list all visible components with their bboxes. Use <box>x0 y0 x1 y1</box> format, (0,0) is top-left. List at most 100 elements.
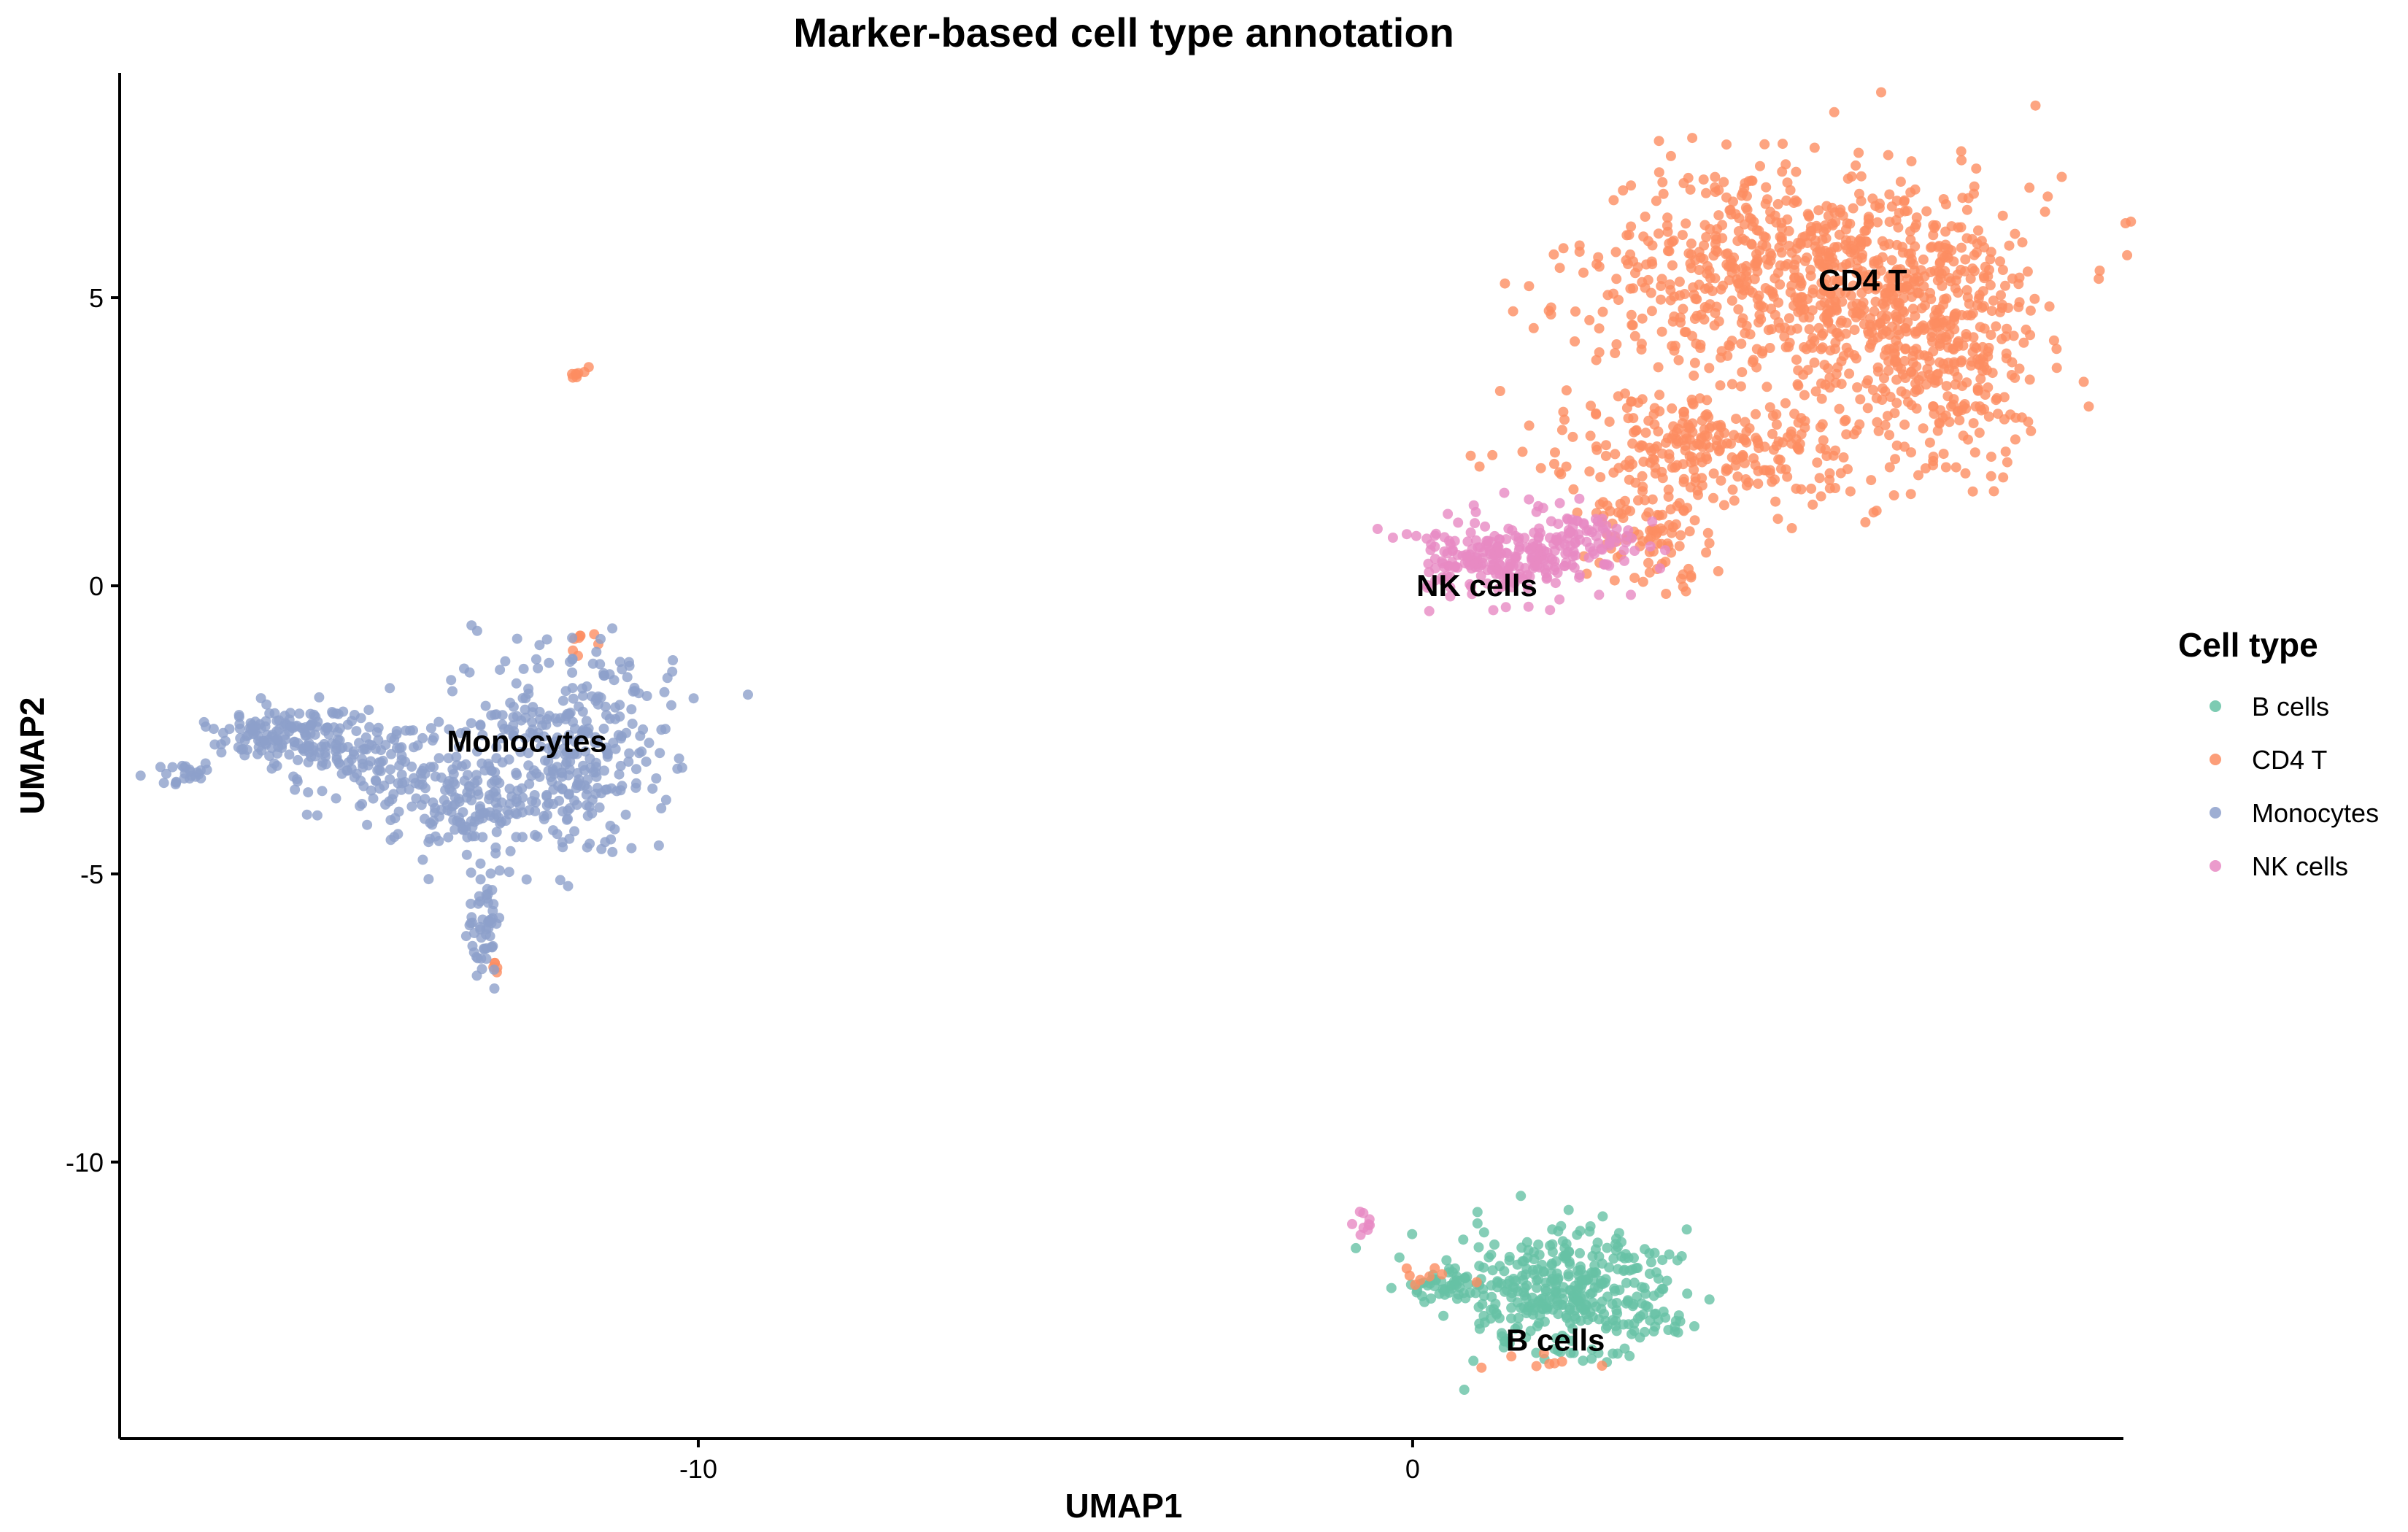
data-point <box>1764 465 1775 476</box>
data-point <box>217 727 228 738</box>
data-point <box>198 716 209 727</box>
legend-item-nk-cells: NK cells <box>2210 851 2348 881</box>
data-point <box>1761 382 1772 392</box>
data-point <box>668 655 679 665</box>
data-point <box>1489 1239 1500 1250</box>
cluster-label-monocytes: Monocytes <box>447 724 606 758</box>
data-point <box>536 741 547 752</box>
data-point <box>284 749 295 760</box>
data-point <box>1519 533 1530 543</box>
data-point <box>1940 226 1951 237</box>
data-point <box>1529 1247 1540 1258</box>
data-point <box>1506 1313 1516 1324</box>
data-point <box>1845 486 1856 497</box>
data-point <box>1842 244 1853 255</box>
data-point <box>1421 533 1432 544</box>
data-point <box>264 751 275 762</box>
data-point <box>1500 602 1511 613</box>
data-point <box>1931 304 1942 315</box>
data-point <box>1547 554 1558 565</box>
data-point <box>1678 459 1689 470</box>
data-point <box>1920 463 1931 473</box>
data-point <box>1684 526 1695 537</box>
data-point <box>447 686 458 697</box>
data-point <box>1721 139 1732 150</box>
data-point <box>651 773 662 784</box>
data-point <box>1443 508 1454 519</box>
data-point <box>481 943 492 953</box>
data-point <box>1952 406 1963 417</box>
data-point <box>1386 1283 1397 1293</box>
data-point <box>433 835 444 846</box>
legend: Cell type B cells CD4 T Monocytes NK cells <box>2178 626 2379 881</box>
data-point <box>1793 365 1804 376</box>
data-point <box>193 769 204 780</box>
data-point <box>1622 1295 1633 1306</box>
data-point <box>1474 1318 1485 1329</box>
data-point <box>1610 1320 1621 1331</box>
data-point <box>1880 419 1891 430</box>
data-point <box>1662 212 1673 223</box>
data-point <box>1640 1288 1651 1299</box>
data-point <box>1678 581 1689 592</box>
data-point <box>1499 1266 1510 1277</box>
data-point <box>1699 240 1710 251</box>
data-point <box>1564 1302 1575 1313</box>
data-point <box>1731 414 1742 425</box>
data-point <box>2040 206 2050 217</box>
data-point <box>607 623 618 634</box>
data-point <box>1430 575 1441 586</box>
data-point <box>1704 265 1715 276</box>
data-point <box>1792 441 1803 452</box>
data-point <box>1715 419 1726 430</box>
data-point <box>1667 403 1678 414</box>
data-point <box>1873 425 1884 436</box>
data-point <box>624 748 635 759</box>
data-point <box>1716 284 1726 295</box>
data-point <box>1730 460 1741 471</box>
data-point <box>417 854 428 865</box>
data-point <box>554 795 565 806</box>
data-point <box>1660 545 1670 556</box>
data-point <box>1829 261 1839 272</box>
data-point <box>1869 306 1880 317</box>
data-point <box>1679 327 1690 338</box>
data-point <box>1613 391 1624 402</box>
data-point <box>1756 300 1767 311</box>
data-point <box>1597 1361 1608 1371</box>
data-point <box>1802 252 1813 263</box>
data-point <box>575 630 586 641</box>
data-point <box>623 757 634 767</box>
data-point <box>479 765 490 776</box>
data-point <box>1462 536 1473 547</box>
data-point <box>535 714 546 724</box>
data-point <box>1473 1242 1484 1253</box>
data-point <box>1771 419 1782 430</box>
data-point <box>489 964 500 975</box>
data-point <box>1813 255 1824 265</box>
data-point <box>1899 283 1910 294</box>
data-point <box>1737 367 1748 378</box>
data-point <box>1679 289 1690 299</box>
data-point <box>524 805 535 816</box>
legend-label: Monocytes <box>2252 798 2379 828</box>
data-point <box>1564 1258 1575 1269</box>
data-point <box>1772 514 1783 525</box>
data-point <box>655 748 665 759</box>
data-point <box>1840 328 1851 339</box>
data-point <box>475 874 486 885</box>
data-point <box>1954 415 1965 426</box>
data-point <box>2025 330 2036 341</box>
data-point <box>2006 370 2017 380</box>
data-point <box>1528 1264 1538 1275</box>
data-point <box>1741 437 1752 448</box>
data-point <box>1653 362 1664 373</box>
data-point <box>2004 240 2015 251</box>
data-point <box>592 737 603 748</box>
data-point <box>1985 279 1996 290</box>
data-point <box>1656 294 1666 305</box>
data-point <box>743 689 753 700</box>
data-point <box>1928 401 1939 411</box>
data-point <box>674 753 684 764</box>
data-point <box>1831 368 1842 379</box>
